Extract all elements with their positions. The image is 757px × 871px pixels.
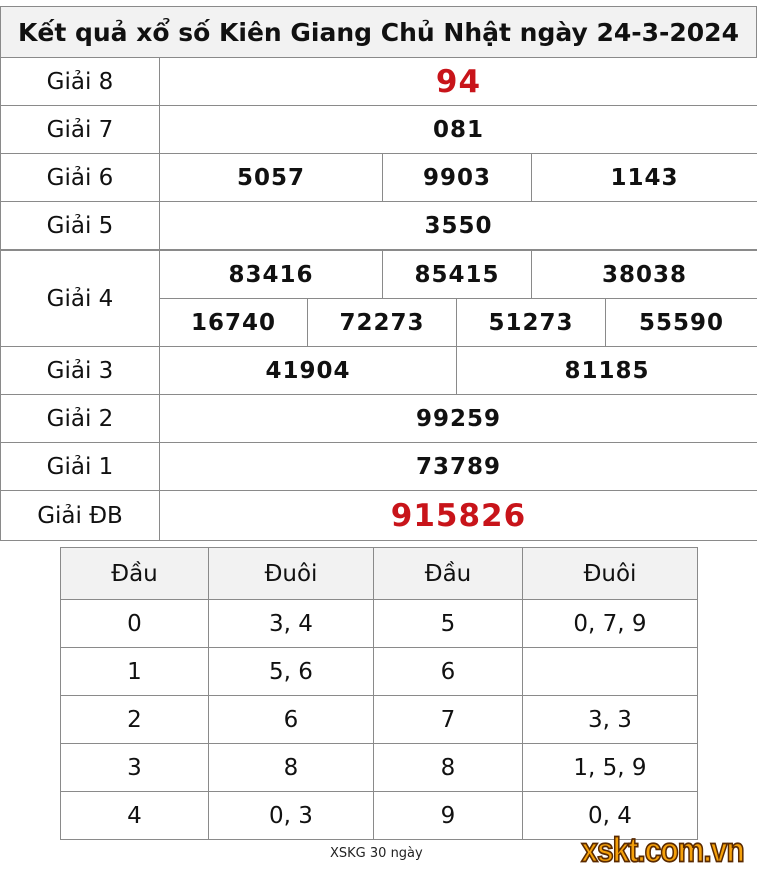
page-title: Kết quả xổ số Kiên Giang Chủ Nhật ngày 2… <box>0 6 757 58</box>
prize-number: 99259 <box>159 394 757 443</box>
loto-cell: 1, 5, 9 <box>522 743 698 792</box>
prize-number: 16740 <box>159 298 308 347</box>
loto-cell: 5 <box>373 599 523 648</box>
prize-label: Giải 8 <box>0 57 160 106</box>
loto-cell: 0, 3 <box>208 791 374 840</box>
loto-cell: 0, 4 <box>522 791 698 840</box>
prize-number: 081 <box>159 105 757 154</box>
loto-cell: 7 <box>373 695 523 744</box>
prize-label: Giải 5 <box>0 201 160 250</box>
prize-number: 73789 <box>159 442 757 491</box>
prize-number: 55590 <box>605 298 757 347</box>
loto-header: Đầu <box>373 547 523 600</box>
prize-number: 81185 <box>456 346 757 395</box>
prize-number: 38038 <box>531 250 757 299</box>
loto-header: Đuôi <box>208 547 374 600</box>
prize-label: Giải 4 <box>0 250 160 347</box>
loto-cell: 5, 6 <box>208 647 374 696</box>
loto-cell: 3, 4 <box>208 599 374 648</box>
loto-cell <box>522 647 698 696</box>
loto-header: Đầu <box>60 547 209 600</box>
prize-number: 72273 <box>307 298 457 347</box>
prize-number: 9903 <box>382 153 532 202</box>
prize-label: Giải 2 <box>0 394 160 443</box>
loto-cell: 8 <box>208 743 374 792</box>
prize-label: Giải ĐB <box>0 490 160 541</box>
prize-number: 94 <box>159 57 757 106</box>
loto-cell: 6 <box>373 647 523 696</box>
prize-number: 915826 <box>159 490 757 541</box>
prize-number: 1143 <box>531 153 757 202</box>
prize-number: 85415 <box>382 250 532 299</box>
prize-label: Giải 3 <box>0 346 160 395</box>
prize-number: 3550 <box>159 201 757 250</box>
site-logo: xskt.com.vn <box>581 831 746 871</box>
loto-cell: 4 <box>60 791 209 840</box>
prize-number: 83416 <box>159 250 383 299</box>
loto-cell: 9 <box>373 791 523 840</box>
loto-cell: 0 <box>60 599 209 648</box>
loto-cell: 3 <box>60 743 209 792</box>
loto-header: Đuôi <box>522 547 698 600</box>
loto-cell: 2 <box>60 695 209 744</box>
prize-number: 41904 <box>159 346 457 395</box>
loto-cell: 1 <box>60 647 209 696</box>
prize-number: 5057 <box>159 153 383 202</box>
prize-label: Giải 7 <box>0 105 160 154</box>
loto-cell: 3, 3 <box>522 695 698 744</box>
prize-label: Giải 1 <box>0 442 160 491</box>
loto-cell: 8 <box>373 743 523 792</box>
loto-cell: 0, 7, 9 <box>522 599 698 648</box>
prize-label: Giải 6 <box>0 153 160 202</box>
footer-link[interactable]: XSKG 30 ngày <box>330 846 423 861</box>
loto-cell: 6 <box>208 695 374 744</box>
prize-number: 51273 <box>456 298 606 347</box>
